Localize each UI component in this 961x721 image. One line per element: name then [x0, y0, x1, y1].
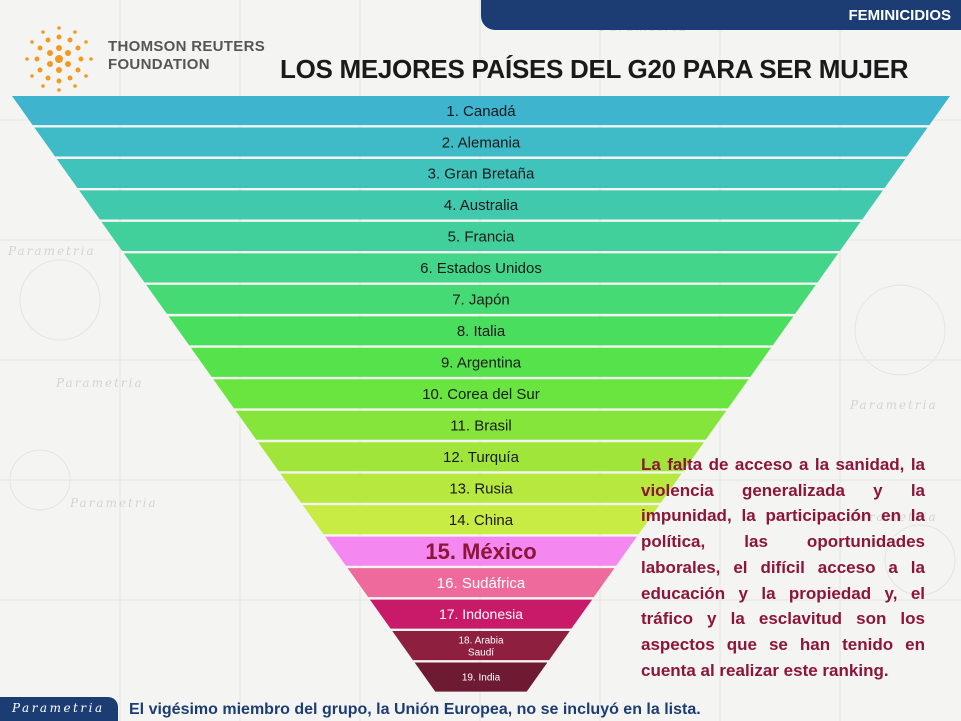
- org-name: THOMSON REUTERS FOUNDATION: [108, 38, 265, 74]
- rank-label: 19. India: [462, 673, 501, 684]
- org-name-line2: FOUNDATION: [108, 56, 210, 73]
- rank-band: [325, 536, 637, 566]
- watermark-text: Parametria: [70, 496, 158, 510]
- rank-label: 15. México: [425, 539, 536, 564]
- rank-label: 4. Australia: [444, 197, 519, 214]
- rank-band: [414, 662, 548, 692]
- rank-band: [258, 442, 704, 472]
- rank-label: 10. Corea del Sur: [422, 386, 540, 403]
- rank-label: 8. Italia: [457, 323, 506, 340]
- footer-badge-label: Parametria: [12, 701, 105, 715]
- rank-label: 11. Brasil: [450, 418, 511, 435]
- org-name-line1: THOMSON REUTERS: [108, 38, 266, 55]
- footer-note: El vigésimo miembro del grupo, la Unión …: [129, 701, 701, 718]
- section-banner: FEMINICIDIOS: [481, 0, 961, 30]
- rank-label: 3. Gran Bretaña: [428, 166, 535, 183]
- rank-band: [347, 568, 615, 598]
- rank-label: 17. Indonesia: [439, 606, 523, 622]
- watermark-text: Parametria: [56, 376, 144, 390]
- rank-label: 7. Japón: [452, 292, 510, 309]
- rank-label: 14. China: [449, 512, 514, 529]
- methodology-note: La falta de acceso a la sanidad, la viol…: [641, 455, 925, 680]
- rank-band: [369, 599, 593, 629]
- rank-label: 5. Francia: [448, 229, 515, 246]
- watermark-text: Parametria: [850, 510, 938, 524]
- rank-band: [123, 253, 839, 283]
- rank-band: [79, 190, 883, 220]
- rank-band: [190, 347, 772, 377]
- rank-label: 2. Alemania: [442, 134, 521, 151]
- rank-label: 18. Arabia Saudí: [458, 636, 503, 659]
- rank-label: 9. Argentina: [441, 355, 522, 372]
- footer-badge: Parametria: [0, 697, 118, 721]
- rank-band: [392, 631, 570, 661]
- rank-band: [56, 158, 906, 189]
- rank-band: [235, 410, 727, 440]
- rank-band: [213, 379, 749, 409]
- rank-band: [146, 284, 816, 314]
- rank-band: [280, 473, 682, 503]
- watermark-text: Parametria: [850, 398, 938, 412]
- rank-label: 16. Sudáfrica: [437, 575, 526, 592]
- thomson-reuters-logo: [25, 26, 93, 92]
- rank-band: [101, 221, 861, 251]
- ranking-pyramid: 1. Canadá 2. Alemania 3. Gran Bretaña 4. Au…: [12, 96, 950, 692]
- rank-label: 1. Canadá: [446, 103, 516, 120]
- rank-label: 13. Rusia: [449, 480, 513, 497]
- rank-band: [302, 505, 660, 535]
- rank-band: [34, 127, 928, 157]
- watermark-text: Parametria: [8, 244, 96, 258]
- rank-band: [168, 316, 794, 346]
- section-banner-label: FEMINICIDIOS: [848, 7, 951, 24]
- chart-title: LOS MEJORES PAÍSES DEL G20 PARA SER MUJE…: [280, 54, 909, 84]
- rank-label: 6. Estados Unidos: [420, 260, 542, 277]
- rank-label: 12. Turquía: [443, 449, 520, 466]
- rank-band: [12, 96, 950, 126]
